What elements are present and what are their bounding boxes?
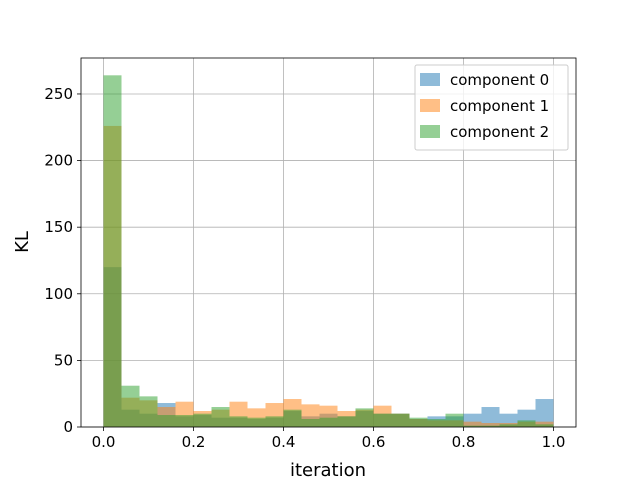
bar	[193, 413, 212, 427]
y-axis-ticks: 0 50 100 150 200 250	[44, 85, 81, 436]
legend-label: component 1	[450, 97, 549, 115]
bar	[373, 413, 392, 427]
bar	[481, 407, 500, 427]
y-tick-label: 150	[44, 218, 73, 236]
bar	[301, 419, 320, 427]
bar	[391, 413, 410, 427]
x-axis-label: iteration	[290, 460, 366, 480]
bar	[481, 425, 500, 427]
y-tick-label: 250	[44, 85, 73, 103]
bar	[517, 420, 536, 427]
bar	[535, 399, 554, 427]
x-tick-label: 0.4	[272, 433, 296, 451]
bar	[211, 407, 230, 427]
bar	[337, 416, 356, 427]
x-tick-label: 0.8	[452, 433, 476, 451]
y-tick-label: 0	[63, 418, 73, 436]
bar	[229, 416, 248, 427]
series-0-bars	[103, 267, 554, 427]
x-tick-label: 1.0	[542, 433, 566, 451]
bar	[427, 419, 446, 427]
y-tick-label: 50	[54, 351, 73, 369]
bar	[121, 385, 140, 427]
legend-box	[414, 64, 569, 151]
y-tick-label: 100	[44, 285, 73, 303]
x-axis-ticks: 0.0 0.2 0.4 0.6 0.8 1.0	[92, 427, 566, 451]
bar	[445, 413, 464, 427]
bar	[463, 421, 482, 427]
bar	[247, 417, 266, 427]
bar	[481, 423, 500, 427]
bar	[175, 415, 194, 427]
x-tick-label: 0.0	[92, 433, 116, 451]
series-2-bars	[103, 75, 554, 427]
bar	[409, 417, 428, 427]
legend-swatch	[420, 73, 440, 86]
bar	[535, 424, 554, 427]
x-tick-label: 0.2	[182, 433, 206, 451]
bar	[463, 425, 482, 427]
bar	[355, 408, 374, 427]
x-tick-label: 0.6	[362, 433, 386, 451]
bar	[319, 417, 338, 427]
histogram-bars	[103, 75, 554, 427]
series-1-bars	[103, 125, 554, 427]
plot-frame	[80, 57, 577, 428]
y-tick-label: 200	[44, 152, 73, 170]
legend-label: component 2	[450, 123, 549, 141]
bar	[283, 409, 302, 427]
bar	[265, 416, 284, 427]
legend-swatch	[420, 125, 440, 138]
legend-label: component 0	[450, 71, 549, 89]
bar	[157, 415, 176, 427]
bar	[103, 75, 122, 427]
bar	[139, 396, 158, 427]
legend-swatch	[420, 99, 440, 112]
bar	[499, 424, 518, 427]
y-axis-label: KL	[12, 231, 33, 253]
legend: component 0 component 1 component 2	[414, 64, 569, 151]
